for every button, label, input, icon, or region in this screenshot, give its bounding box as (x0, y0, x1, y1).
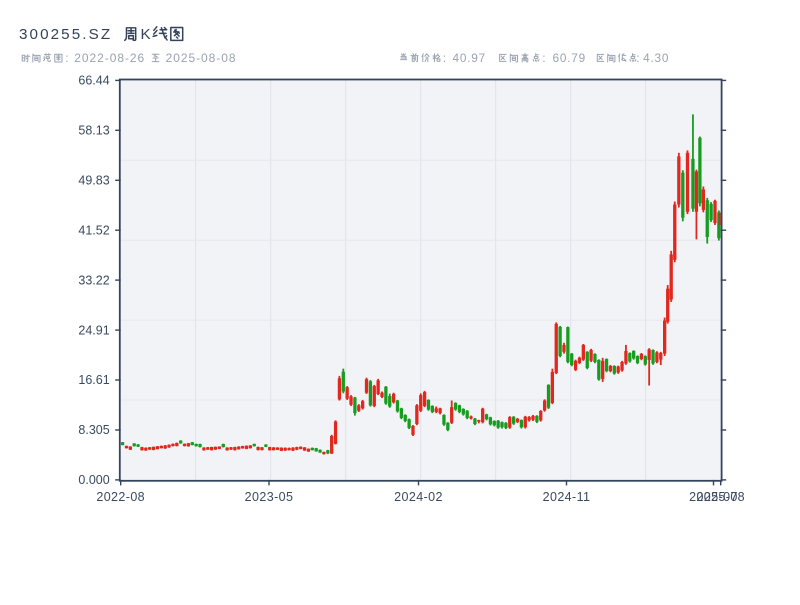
svg-text:8.305: 8.305 (78, 423, 109, 437)
svg-text:2022-08: 2022-08 (96, 490, 145, 504)
svg-text:2025-08: 2025-08 (696, 490, 745, 504)
svg-text:60.79: 60.79 (553, 51, 587, 65)
svg-text::: : (636, 51, 639, 65)
svg-text:2025-08-08: 2025-08-08 (166, 51, 237, 65)
svg-text:4.30: 4.30 (643, 51, 669, 65)
svg-text::: : (542, 51, 545, 65)
svg-text:33.22: 33.22 (78, 273, 109, 287)
svg-text:41.52: 41.52 (78, 223, 109, 237)
svg-text::: : (443, 51, 446, 65)
svg-text:24.91: 24.91 (78, 323, 109, 337)
svg-text:16.61: 16.61 (78, 373, 109, 387)
svg-text:2024-02: 2024-02 (394, 490, 443, 504)
svg-text:66.44: 66.44 (78, 74, 109, 88)
svg-text::: : (65, 51, 68, 65)
svg-text:40.97: 40.97 (453, 51, 487, 65)
svg-text:2022-08-26: 2022-08-26 (74, 51, 145, 65)
svg-text:K: K (141, 26, 151, 43)
svg-text:58.13: 58.13 (78, 124, 109, 138)
svg-text:300255.SZ: 300255.SZ (19, 26, 112, 43)
svg-text:2025-07: 2025-07 (689, 490, 738, 504)
svg-text:49.83: 49.83 (78, 174, 109, 188)
svg-text:2023-05: 2023-05 (245, 490, 294, 504)
svg-text:2024-11: 2024-11 (543, 490, 591, 504)
svg-text:0.000: 0.000 (78, 473, 109, 487)
